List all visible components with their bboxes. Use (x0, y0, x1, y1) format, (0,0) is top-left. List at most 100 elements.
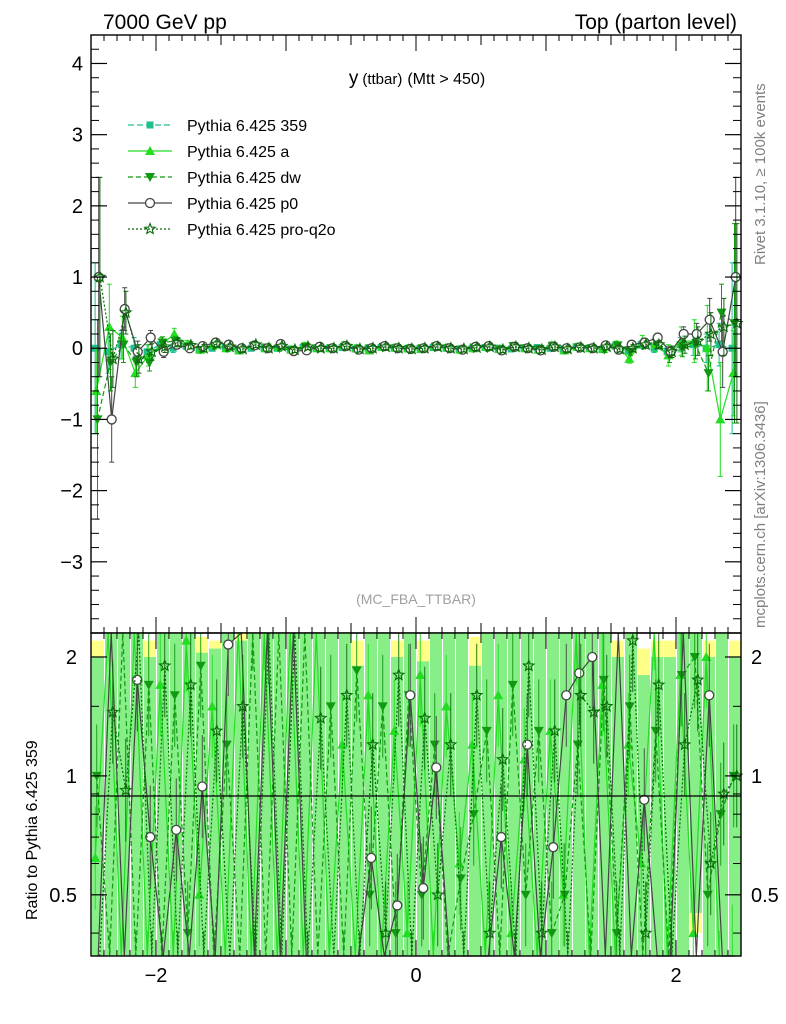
band-inner (404, 633, 416, 956)
ratio-ytick-label-right: 1 (751, 766, 762, 788)
band-inner (235, 640, 247, 956)
ratio-point (520, 890, 531, 900)
ratio-point (181, 635, 192, 645)
series-line (95, 325, 734, 420)
ratio-point (454, 858, 465, 868)
ratio-xtick-label: 2 (670, 965, 681, 987)
legend-entry: Pythia 6.425 pro-q2o (128, 222, 336, 239)
ratio-point (587, 705, 601, 718)
data-point (624, 353, 635, 363)
data-point (145, 344, 159, 358)
ratio-point (574, 668, 585, 679)
data-point (431, 339, 445, 353)
ratio-point (496, 831, 507, 843)
ratio-point (210, 723, 224, 737)
main-ytick-label: 0 (72, 338, 83, 360)
data-point (444, 341, 458, 354)
data-point (119, 305, 133, 319)
ratio-point (402, 928, 413, 938)
main-ytick-label: −3 (60, 552, 83, 574)
data-point (106, 414, 117, 425)
legend-entry: Pythia 6.425 dw (128, 170, 301, 187)
ratio-point (389, 725, 400, 735)
ratio-point (548, 723, 562, 737)
ratio-point (467, 739, 478, 749)
data-point (574, 340, 588, 354)
ratio-point (143, 680, 154, 690)
ratio-ytick-label: 0.5 (49, 885, 77, 907)
ratio-point (392, 900, 403, 911)
data-point (223, 339, 237, 353)
data-point (665, 344, 679, 358)
data-point (275, 339, 289, 352)
ratio-point (377, 702, 388, 712)
ratio-point (704, 690, 715, 701)
main-series-2 (92, 223, 740, 520)
data-point (392, 341, 406, 354)
data-point (262, 341, 276, 354)
data-point (314, 341, 328, 354)
ratio-point (587, 651, 598, 663)
data-point (288, 342, 302, 356)
ratio-point (441, 701, 452, 711)
main-ytick-label: −1 (60, 409, 83, 431)
ratio-point (574, 688, 588, 701)
legend-entry: Pythia 6.425 359 (128, 118, 307, 135)
ratio-point (678, 737, 692, 751)
band-inner (703, 656, 715, 956)
ratio-point (507, 680, 518, 690)
ratio-point (483, 926, 497, 939)
ratio-point (106, 705, 120, 718)
ratio-point (325, 702, 336, 712)
series-line (99, 276, 738, 360)
ratio-point (535, 926, 549, 939)
ratio-point (337, 739, 348, 749)
main-title-cut: (Mtt > 450) (407, 71, 485, 88)
data-point (509, 339, 523, 353)
data-point (678, 328, 689, 340)
ratio-line (96, 632, 735, 957)
ratio-ytick-label: 2 (66, 647, 77, 669)
data-point (715, 414, 726, 424)
legend-marker (144, 197, 156, 209)
series-line (96, 311, 735, 420)
data-point (249, 337, 263, 351)
data-point (184, 338, 198, 352)
ratio-point (364, 890, 375, 900)
legend-marker (146, 121, 154, 129)
data-point (703, 369, 714, 379)
data-point (678, 337, 692, 351)
data-point (171, 335, 185, 349)
data-point (613, 341, 627, 355)
data-point (327, 341, 341, 354)
data-point (340, 339, 354, 352)
ratio-point (444, 737, 458, 751)
ratio-point (689, 652, 700, 662)
ratio-point (236, 699, 250, 712)
ratio-line (99, 632, 738, 957)
ratio-point (597, 679, 608, 689)
data-point (210, 336, 224, 350)
data-point (169, 329, 180, 338)
main-panel: −3 −2 −1 0 1 2 3 4 y (ttbar) (Mtt > 450) (MC_FBA_… (60, 34, 744, 634)
ratio-point (493, 690, 504, 700)
ratio-point (418, 711, 432, 724)
main-series-4 (93, 176, 744, 424)
ratio-series-0 (90, 632, 733, 957)
ratio-line (97, 631, 736, 957)
ratio-ytick-label-right: 0.5 (751, 885, 779, 907)
ratio-point (366, 737, 380, 751)
data-point (717, 319, 731, 333)
data-point (145, 332, 156, 343)
ratio-point (546, 929, 557, 939)
main-ytick-label: 4 (72, 53, 83, 75)
data-point (626, 341, 640, 354)
ratio-point (701, 651, 712, 661)
legend-label: Pythia 6.425 359 (187, 118, 307, 135)
data-point (132, 346, 143, 357)
band-inner (378, 633, 390, 956)
data-point (143, 350, 154, 360)
legend-label: Pythia 6.425 p0 (187, 196, 298, 213)
data-point (535, 342, 549, 356)
